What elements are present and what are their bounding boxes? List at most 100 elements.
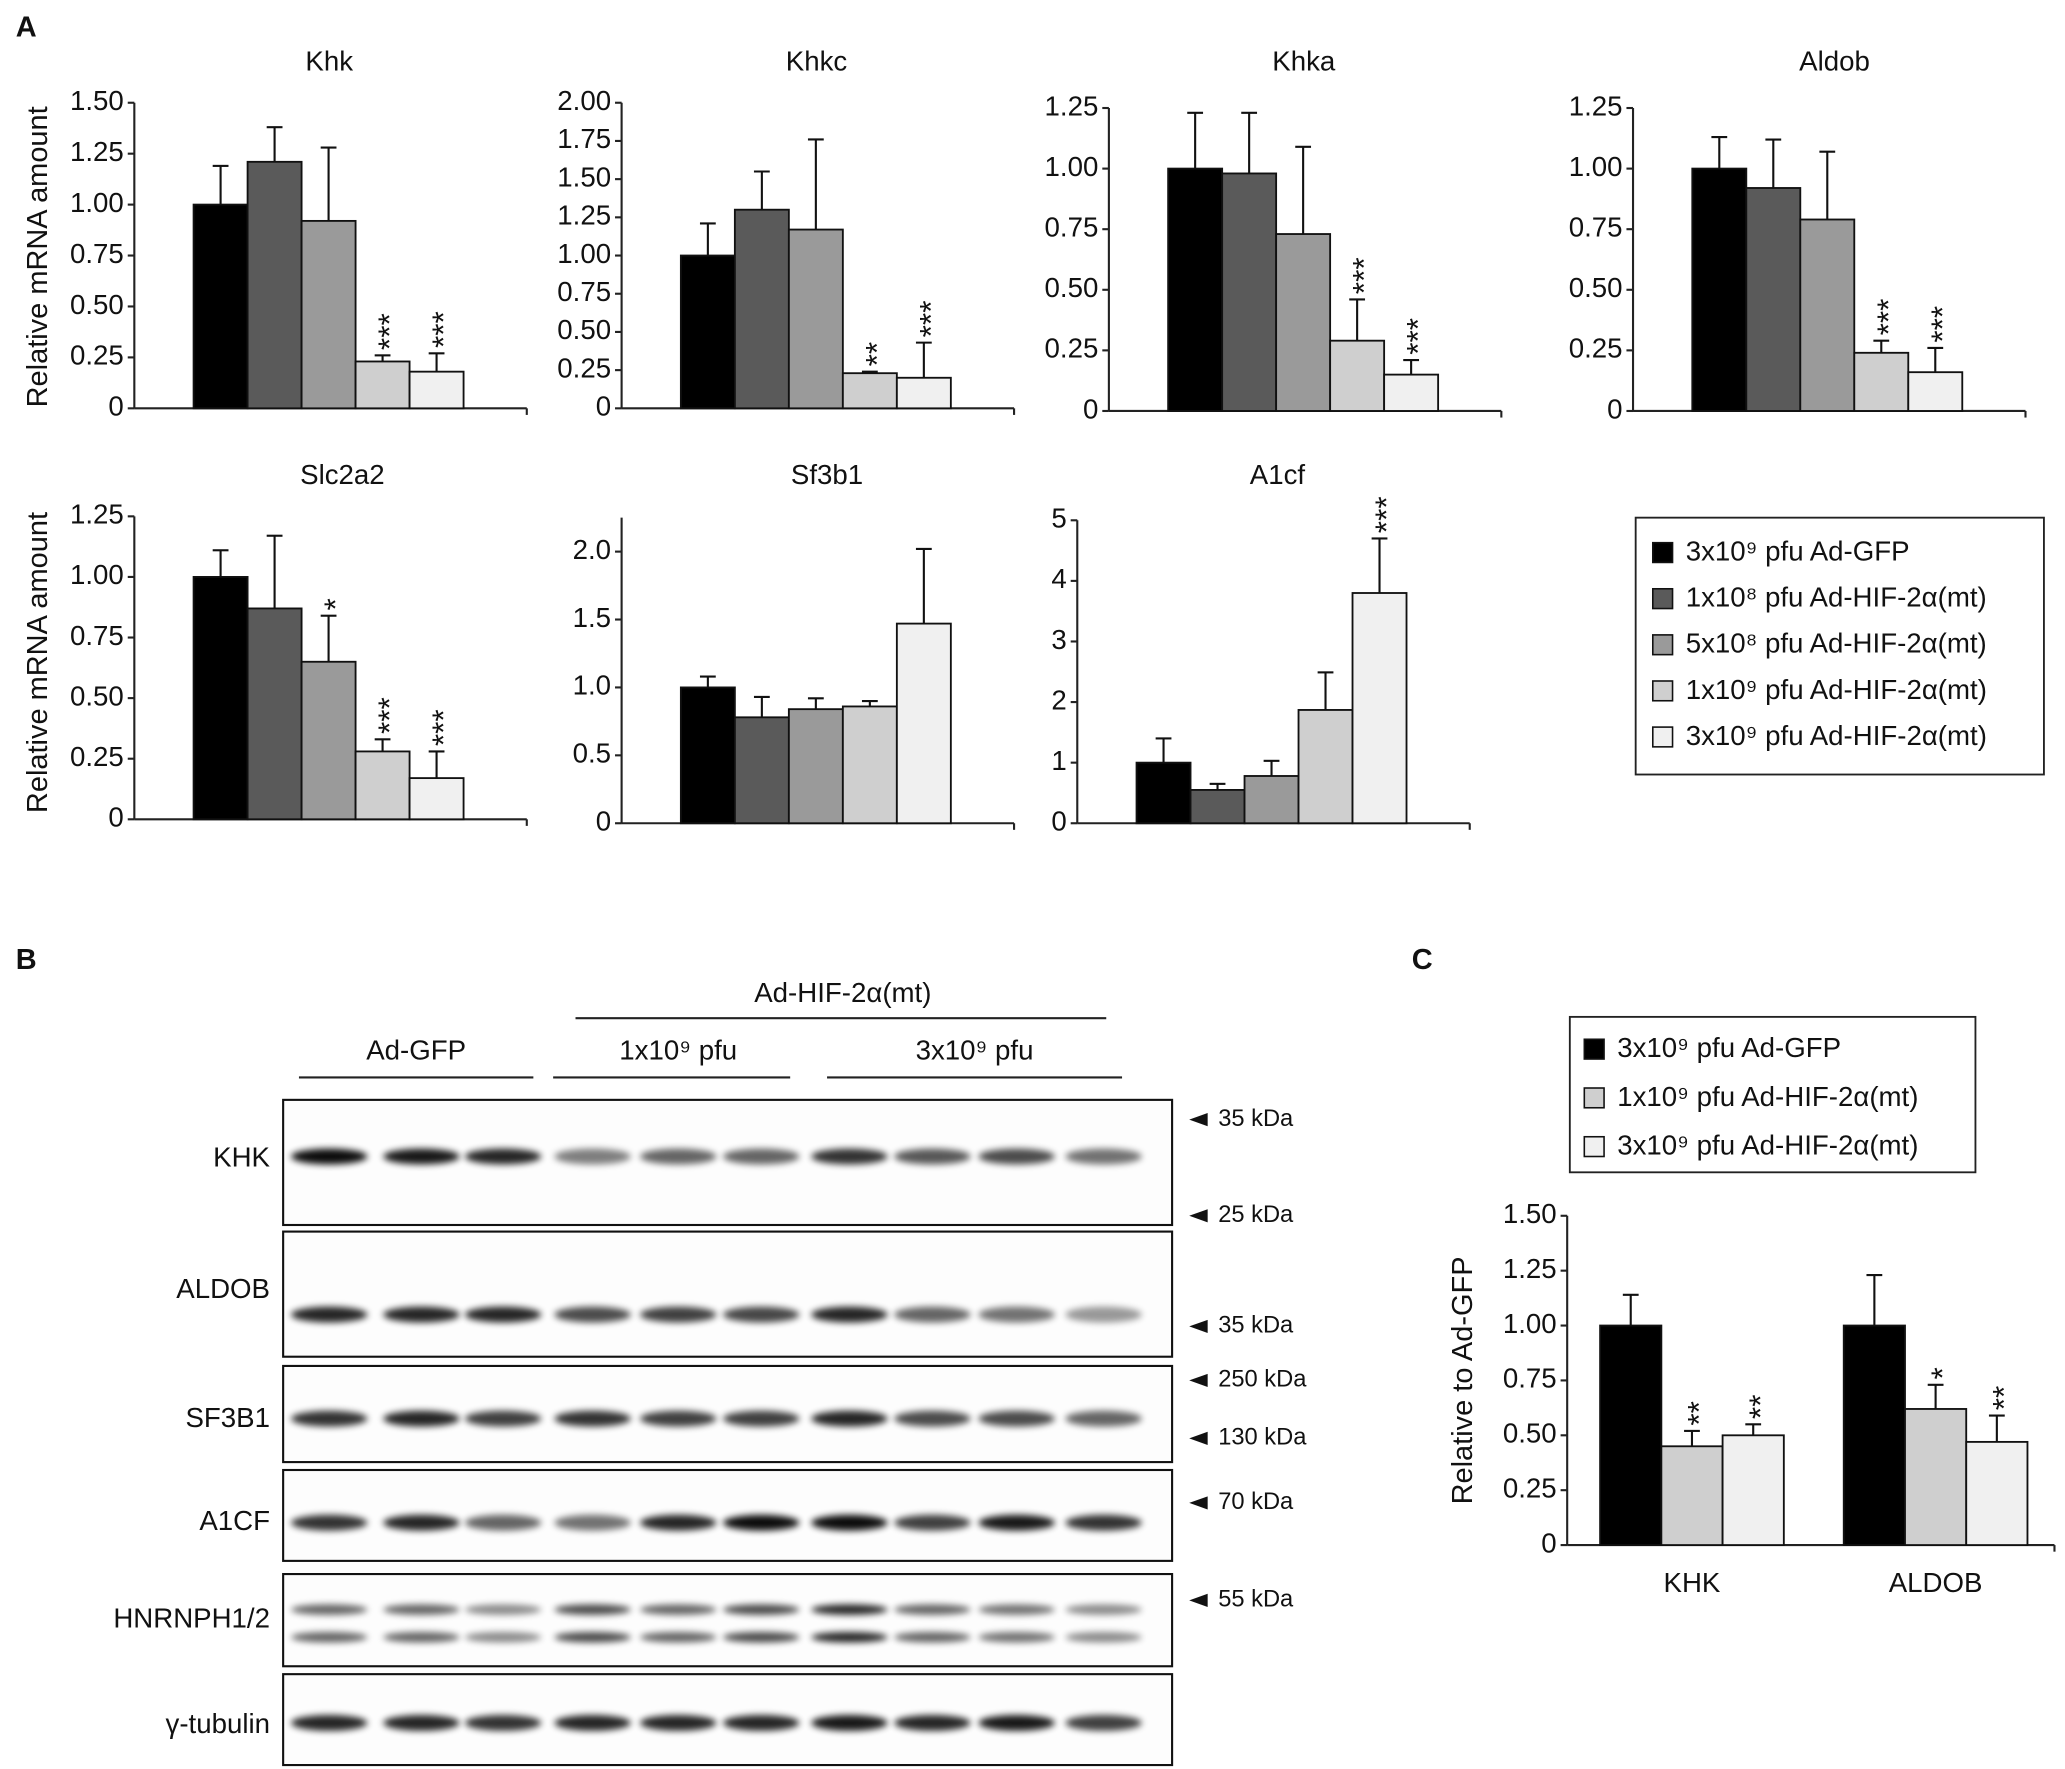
legend-label: 3x10⁹ pfu Ad-HIF-2α(mt) — [1686, 720, 1987, 751]
marker-arrow — [1189, 1431, 1208, 1445]
y-tick-label: 1.25 — [557, 200, 611, 231]
blot-band — [894, 1306, 971, 1323]
x-tick-label: ALDOB — [1889, 1567, 1983, 1598]
blot-band — [554, 1148, 631, 1165]
significance: ** — [1985, 1386, 2021, 1411]
blot-row-label: SF3B1 — [185, 1402, 270, 1433]
blot-band — [383, 1632, 460, 1643]
blot-band — [811, 1306, 888, 1323]
blot-band — [640, 1410, 717, 1427]
significance: * — [1924, 1367, 1960, 1379]
y-tick-label: 1.00 — [1045, 151, 1099, 182]
bar — [1599, 1324, 1663, 1546]
blot-band — [464, 1604, 542, 1615]
y-tick-label: 4 — [1051, 563, 1066, 594]
significance: *** — [1346, 257, 1382, 294]
blot-band — [723, 1514, 800, 1531]
y-tick-label: 1.00 — [1569, 151, 1623, 182]
blot-band — [640, 1604, 717, 1615]
blot-band — [383, 1714, 460, 1731]
y-tick-label: 5 — [1051, 503, 1066, 534]
significance: *** — [1870, 299, 1906, 336]
chart-title: Aldob — [1799, 46, 1870, 77]
blot-band — [291, 1306, 368, 1323]
y-tick-label: 0.50 — [1503, 1418, 1557, 1449]
y-tick-label: 1.5 — [573, 602, 611, 633]
bar — [1745, 187, 1802, 412]
blot-band — [554, 1604, 631, 1615]
legend-label: 5x10⁸ pfu Ad-HIF-2α(mt) — [1686, 628, 1987, 659]
error-bar — [266, 534, 283, 609]
y-tick-label: 0 — [108, 391, 123, 422]
y-tick-label: 0 — [1083, 393, 1098, 424]
group-label: Ad-HIF-2α(mt) — [754, 977, 931, 1008]
blot-band — [464, 1148, 542, 1165]
blot-row-label: HNRNPH1/2 — [113, 1602, 270, 1633]
error-bar — [861, 370, 878, 374]
blot-band — [464, 1514, 542, 1531]
blot-band — [811, 1714, 888, 1731]
legend-swatch — [1652, 587, 1674, 610]
blot-band — [894, 1514, 971, 1531]
marker-label: 35 kDa — [1218, 1313, 1294, 1339]
marker-arrow — [1189, 1113, 1208, 1127]
legend-swatch — [1652, 634, 1674, 656]
group-label: Ad-GFP — [366, 1035, 466, 1066]
bar — [1275, 233, 1332, 412]
legend-label: 1x10⁹ pfu Ad-HIF-2α(mt) — [1617, 1081, 1918, 1112]
bar — [408, 777, 465, 821]
bar — [1721, 1434, 1785, 1546]
error-bar — [374, 738, 391, 752]
marker-label: 130 kDa — [1218, 1425, 1307, 1451]
legend-swatch — [1583, 1087, 1605, 1109]
panel-label: A — [16, 12, 37, 44]
bar — [679, 686, 736, 825]
bar — [1135, 761, 1192, 825]
y-tick-label: 1.25 — [1045, 90, 1099, 121]
blot-band — [291, 1410, 368, 1427]
y-tick-label: 0.25 — [557, 352, 611, 383]
bar — [1243, 775, 1300, 825]
blot-band — [464, 1410, 542, 1427]
blot-band — [978, 1714, 1055, 1731]
blot-band — [723, 1604, 800, 1615]
bar — [1691, 167, 1748, 412]
y-tick-label: 1.00 — [1503, 1308, 1557, 1339]
error-bar — [753, 170, 770, 210]
y-tick-label: 2 — [1051, 684, 1066, 715]
bar — [679, 254, 736, 410]
significance: *** — [1368, 496, 1404, 533]
y-tick-label: 1.75 — [557, 123, 611, 154]
marker-label: 25 kDa — [1218, 1202, 1294, 1228]
y-tick-label: 0.25 — [1045, 333, 1099, 364]
blot-band — [978, 1410, 1055, 1427]
y-tick-label: 0.50 — [1045, 272, 1099, 303]
error-bar — [1988, 1414, 2005, 1442]
bar — [1660, 1445, 1724, 1546]
blot-band — [1065, 1410, 1142, 1427]
significance: ** — [858, 342, 894, 367]
bar — [1853, 351, 1910, 412]
significance: *** — [425, 311, 461, 348]
error-bar — [699, 675, 716, 688]
chart-title: Slc2a2 — [300, 459, 385, 490]
legend-swatch — [1652, 726, 1674, 748]
blot-band — [978, 1514, 1055, 1531]
blot-band — [291, 1714, 368, 1731]
y-tick-label: 0.50 — [1569, 272, 1623, 303]
bar — [1351, 592, 1408, 825]
y-tick-label: 1 — [1051, 745, 1066, 776]
marker-label: 35 kDa — [1218, 1106, 1294, 1132]
error-bar — [1765, 138, 1782, 188]
y-tick-label: 0 — [596, 806, 611, 837]
error-bar — [1155, 737, 1172, 763]
error-bar — [212, 549, 229, 577]
error-bar — [915, 547, 932, 624]
marker-label: 70 kDa — [1218, 1489, 1294, 1515]
blot-band — [554, 1514, 631, 1531]
marker-arrow — [1189, 1373, 1208, 1388]
blot-band — [554, 1410, 631, 1427]
panel-label: B — [16, 944, 37, 976]
error-bar — [1819, 150, 1836, 220]
